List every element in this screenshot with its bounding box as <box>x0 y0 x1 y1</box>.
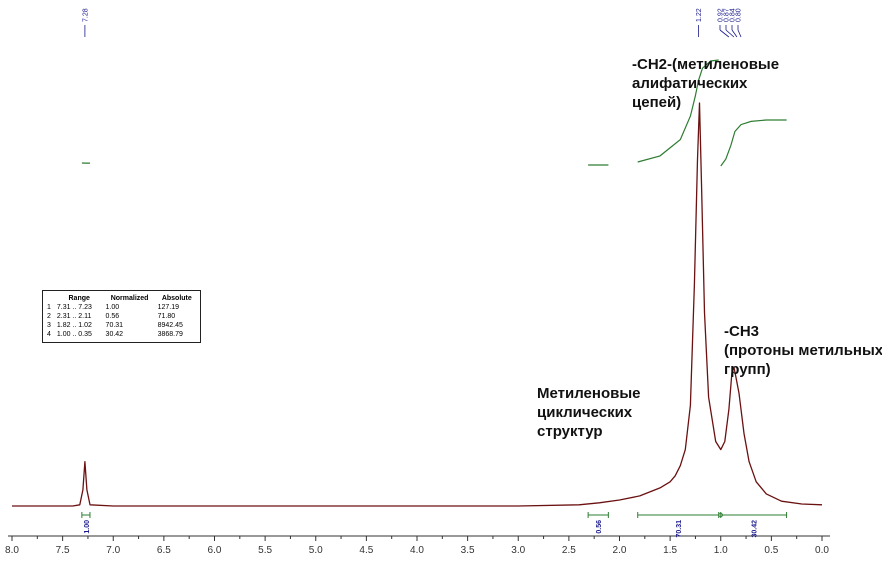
peak-label: 0.92 <box>718 8 725 22</box>
spectrum <box>12 102 823 507</box>
table-cell: 1.82 .. 1.02 <box>56 322 92 329</box>
integral-value: 1.00 <box>84 520 91 534</box>
annotation-ch3: -CH3 (протоны метильных групп) <box>724 323 882 378</box>
table-cell: 2 <box>47 313 51 320</box>
x-tick-label: 6.5 <box>157 545 171 556</box>
x-tick-label: 8.0 <box>5 545 19 556</box>
peak-label-connector <box>731 29 738 38</box>
annotation-cyclic: Метиленовые циклических структур <box>537 385 641 440</box>
x-tick-label: 0.5 <box>764 545 778 556</box>
table-cell: 71.80 <box>157 313 176 320</box>
integral-split-marker <box>718 512 723 518</box>
x-tick-label: 1.0 <box>714 545 728 556</box>
table-cell: 30.42 <box>105 331 124 338</box>
x-tick-label: 3.5 <box>461 545 475 556</box>
integral-table: Range Normalized Absolute 1 7.31 .. 7.23… <box>42 290 201 343</box>
peak-label-connector <box>719 29 730 38</box>
table-header-normalized: Normalized <box>110 295 149 302</box>
peak-labels: 7.28 1.22 0.92 0.87 0.84 0.80 <box>82 8 743 38</box>
integral-brackets: 1.00 0.56 70.31 30.42 <box>81 512 788 538</box>
table-row: 3 1.82 .. 1.02 70.31 8942.45 <box>45 321 198 330</box>
x-tick-label: 7.5 <box>56 545 70 556</box>
table-cell: 2.31 .. 2.11 <box>56 313 92 320</box>
peak-label: 0.80 <box>736 8 743 22</box>
x-tick-label: 4.0 <box>410 545 424 556</box>
x-tick-label: 4.5 <box>359 545 373 556</box>
table-cell: 7.31 .. 7.23 <box>56 304 92 311</box>
table-row: 2 2.31 .. 2.11 0.56 71.80 <box>45 312 198 321</box>
integral-value: 70.31 <box>676 520 683 538</box>
integral-value: 0.56 <box>596 520 603 534</box>
peak-label: 1.22 <box>696 8 703 22</box>
x-tick-label: 6.0 <box>208 545 222 556</box>
table-cell: 8942.45 <box>157 322 183 329</box>
x-tick-label: 1.5 <box>663 545 677 556</box>
table-cell: 1 <box>47 304 51 311</box>
table-cell: 1.00 <box>105 304 120 311</box>
x-tick-label: 0.0 <box>815 545 829 556</box>
x-tick-label: 7.0 <box>106 545 120 556</box>
integral-table-header: Range Normalized Absolute <box>45 294 198 303</box>
table-cell: 4 <box>47 331 51 338</box>
table-header-index <box>45 294 55 303</box>
spectrum-line <box>12 102 823 507</box>
peak-label-connector <box>725 29 735 38</box>
table-cell: 3 <box>47 322 51 329</box>
x-tick-label: 3.0 <box>511 545 525 556</box>
table-cell: 0.56 <box>105 313 120 320</box>
peak-label: 7.28 <box>82 8 89 22</box>
integral-curve <box>720 119 787 167</box>
x-tick-label: 2.5 <box>562 545 576 556</box>
table-cell: 3868.79 <box>157 331 183 338</box>
peak-label-connector <box>737 29 742 38</box>
table-cell: 1.00 .. 0.35 <box>56 331 92 338</box>
peak-label: 0.87 <box>724 8 731 22</box>
integral-curve <box>637 59 719 163</box>
integral-value: 30.42 <box>752 520 759 538</box>
table-header-range: Range <box>68 295 90 302</box>
x-tick-label: 5.5 <box>258 545 272 556</box>
table-row: 1 7.31 .. 7.23 1.00 127.19 <box>45 303 198 312</box>
annotation-ch2: -CH2-(метиленовые алифатических цепей) <box>632 56 780 111</box>
table-cell: 127.19 <box>157 304 180 311</box>
table-cell: 70.31 <box>105 322 124 329</box>
table-row: 4 1.00 .. 0.35 30.42 3868.79 <box>45 330 198 339</box>
x-tick-label: 5.0 <box>309 545 323 556</box>
table-header-absolute: Absolute <box>161 295 192 302</box>
x-axis: 8.0 7.5 7.0 6.5 6.0 5.5 5.0 4.5 4.0 3.5 3.0 2.5 2.0 1… <box>5 535 830 556</box>
x-tick-label: 2.0 <box>613 545 627 556</box>
peak-label: 0.84 <box>730 8 737 22</box>
integral-curves <box>81 59 787 167</box>
